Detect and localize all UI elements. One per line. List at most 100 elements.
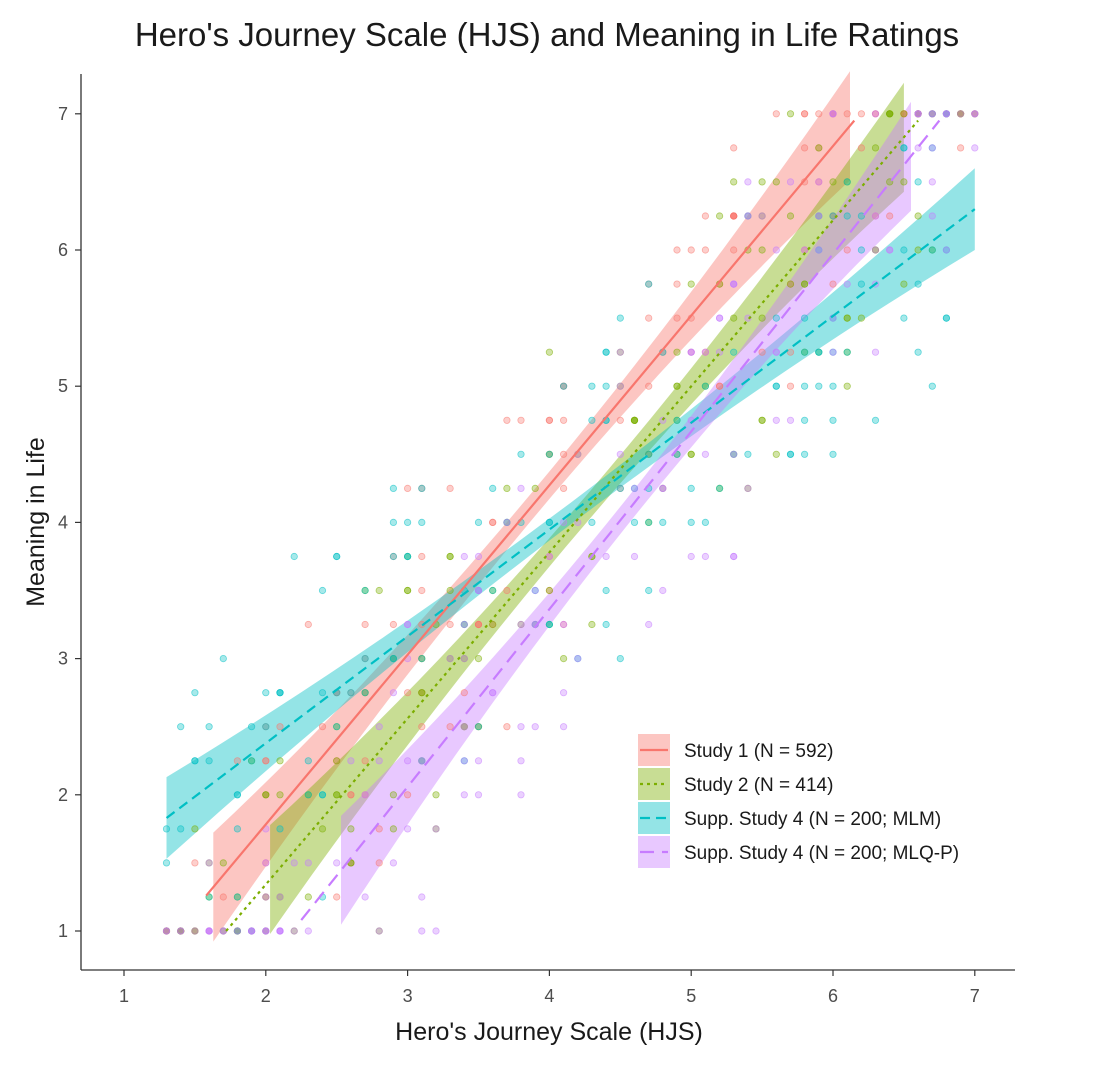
data-point-series-1 — [403, 689, 412, 697]
data-point-series-4 — [971, 110, 979, 118]
data-point-series-1 — [460, 689, 468, 697]
data-point-series-3 — [602, 382, 610, 390]
data-point-series-4 — [871, 246, 880, 254]
data-point-series-2 — [687, 450, 695, 458]
data-point-series-1 — [403, 791, 412, 799]
data-point-series-3 — [687, 518, 695, 527]
data-point-series-4 — [474, 552, 483, 561]
data-point-series-4 — [361, 893, 369, 901]
data-point-series-1 — [559, 416, 568, 424]
data-point-series-4 — [928, 178, 936, 186]
data-point-series-3 — [205, 723, 213, 731]
data-point-series-3 — [304, 791, 312, 799]
data-point-series-3 — [276, 825, 284, 833]
data-point-series-4 — [375, 757, 383, 765]
data-point-series-2 — [333, 791, 341, 799]
data-point-series-4 — [418, 893, 426, 901]
data-point-series-2 — [772, 450, 780, 458]
data-point-series-3 — [900, 246, 908, 254]
data-point-series-3 — [191, 689, 199, 697]
data-point-series-3 — [403, 518, 412, 527]
data-point-series-3 — [772, 314, 780, 322]
data-point-series-3 — [857, 280, 866, 288]
data-point-series-3 — [815, 382, 823, 390]
data-point-series-1 — [687, 246, 695, 254]
data-point-series-3 — [177, 825, 185, 833]
data-point-series-3 — [474, 723, 483, 731]
data-point-series-2 — [730, 314, 738, 322]
data-point-series-3 — [843, 212, 851, 220]
data-point-series-3 — [233, 893, 241, 901]
data-point-series-1 — [276, 723, 284, 731]
data-point-series-2 — [545, 348, 554, 356]
data-point-series-4 — [290, 927, 298, 935]
data-point-series-3 — [559, 382, 568, 390]
data-point-series-3 — [333, 723, 341, 731]
data-point-series-3 — [248, 723, 256, 731]
data-point-series-2 — [758, 246, 766, 254]
data-point-series-3 — [389, 518, 397, 527]
data-point-series-4 — [361, 791, 369, 799]
data-point-series-1 — [304, 620, 312, 629]
data-point-series-4 — [531, 723, 539, 731]
data-point-series-1 — [758, 348, 766, 356]
data-point-series-3 — [248, 757, 256, 765]
data-point-series-4 — [772, 416, 780, 424]
fit-line-series-1 — [205, 119, 856, 897]
data-point-series-2 — [900, 110, 908, 118]
data-point-series-1 — [446, 620, 454, 629]
data-point-series-3 — [233, 791, 241, 799]
data-point-series-2 — [545, 586, 554, 595]
legend: Study 1 (N = 592) Study 2 (N = 414) Supp. … — [638, 734, 959, 868]
data-point-series-2 — [389, 825, 397, 833]
data-point-series-1 — [262, 757, 270, 765]
data-point-series-2 — [815, 144, 823, 152]
data-point-series-2 — [843, 382, 851, 390]
data-point-series-1 — [418, 723, 426, 731]
data-point-series-3 — [588, 416, 596, 424]
data-point-series-4 — [304, 859, 312, 867]
data-point-series-2 — [262, 791, 270, 799]
data-point-series-4 — [744, 484, 752, 492]
data-point-series-1 — [843, 246, 851, 254]
data-point-series-3 — [545, 450, 554, 458]
data-point-series-4 — [333, 859, 341, 867]
data-point-series-4 — [489, 689, 497, 697]
data-point-series-3 — [318, 689, 327, 697]
data-point-series-4 — [432, 927, 440, 935]
legend-label-series-3: Supp. Study 4 (N = 200; MLM) — [684, 809, 941, 830]
data-point-series-1 — [730, 212, 738, 220]
data-point-series-4 — [645, 620, 653, 629]
data-point-series-2 — [375, 586, 383, 595]
data-point-series-4 — [276, 927, 284, 935]
data-point-series-3 — [829, 416, 837, 424]
data-point-series-2 — [786, 212, 795, 220]
data-point-series-4 — [559, 689, 568, 697]
data-point-series-3 — [616, 314, 624, 322]
data-point-series-2 — [489, 620, 497, 629]
data-point-series-1 — [843, 110, 851, 118]
legend-label-series-1: Study 1 (N = 592) — [684, 741, 833, 762]
data-point-series-1 — [559, 450, 568, 458]
data-point-series-4 — [886, 246, 894, 254]
data-point-series-1 — [191, 859, 199, 867]
data-point-series-3 — [942, 314, 951, 322]
data-point-series-4 — [616, 450, 624, 458]
y-axis-title: Meaning in Life — [22, 437, 50, 607]
data-point-series-3 — [900, 144, 908, 152]
data-point-series-2 — [687, 280, 695, 288]
data-point-series-1 — [503, 416, 511, 424]
data-point-series-1 — [645, 382, 653, 390]
data-point-series-2 — [730, 178, 738, 186]
data-point-series-1 — [517, 416, 525, 424]
data-point-series-3 — [389, 552, 397, 561]
data-point-series-3 — [418, 654, 426, 663]
data-point-series-3 — [701, 382, 710, 390]
data-point-series-3 — [673, 416, 681, 424]
legend-label-series-4: Supp. Study 4 (N = 200; MLQ-P) — [684, 843, 959, 864]
data-point-series-4 — [559, 620, 568, 629]
fit-line-series-2 — [225, 119, 919, 932]
data-point-series-3 — [800, 348, 809, 356]
data-point-series-1 — [673, 314, 681, 322]
data-point-series-2 — [900, 178, 908, 186]
